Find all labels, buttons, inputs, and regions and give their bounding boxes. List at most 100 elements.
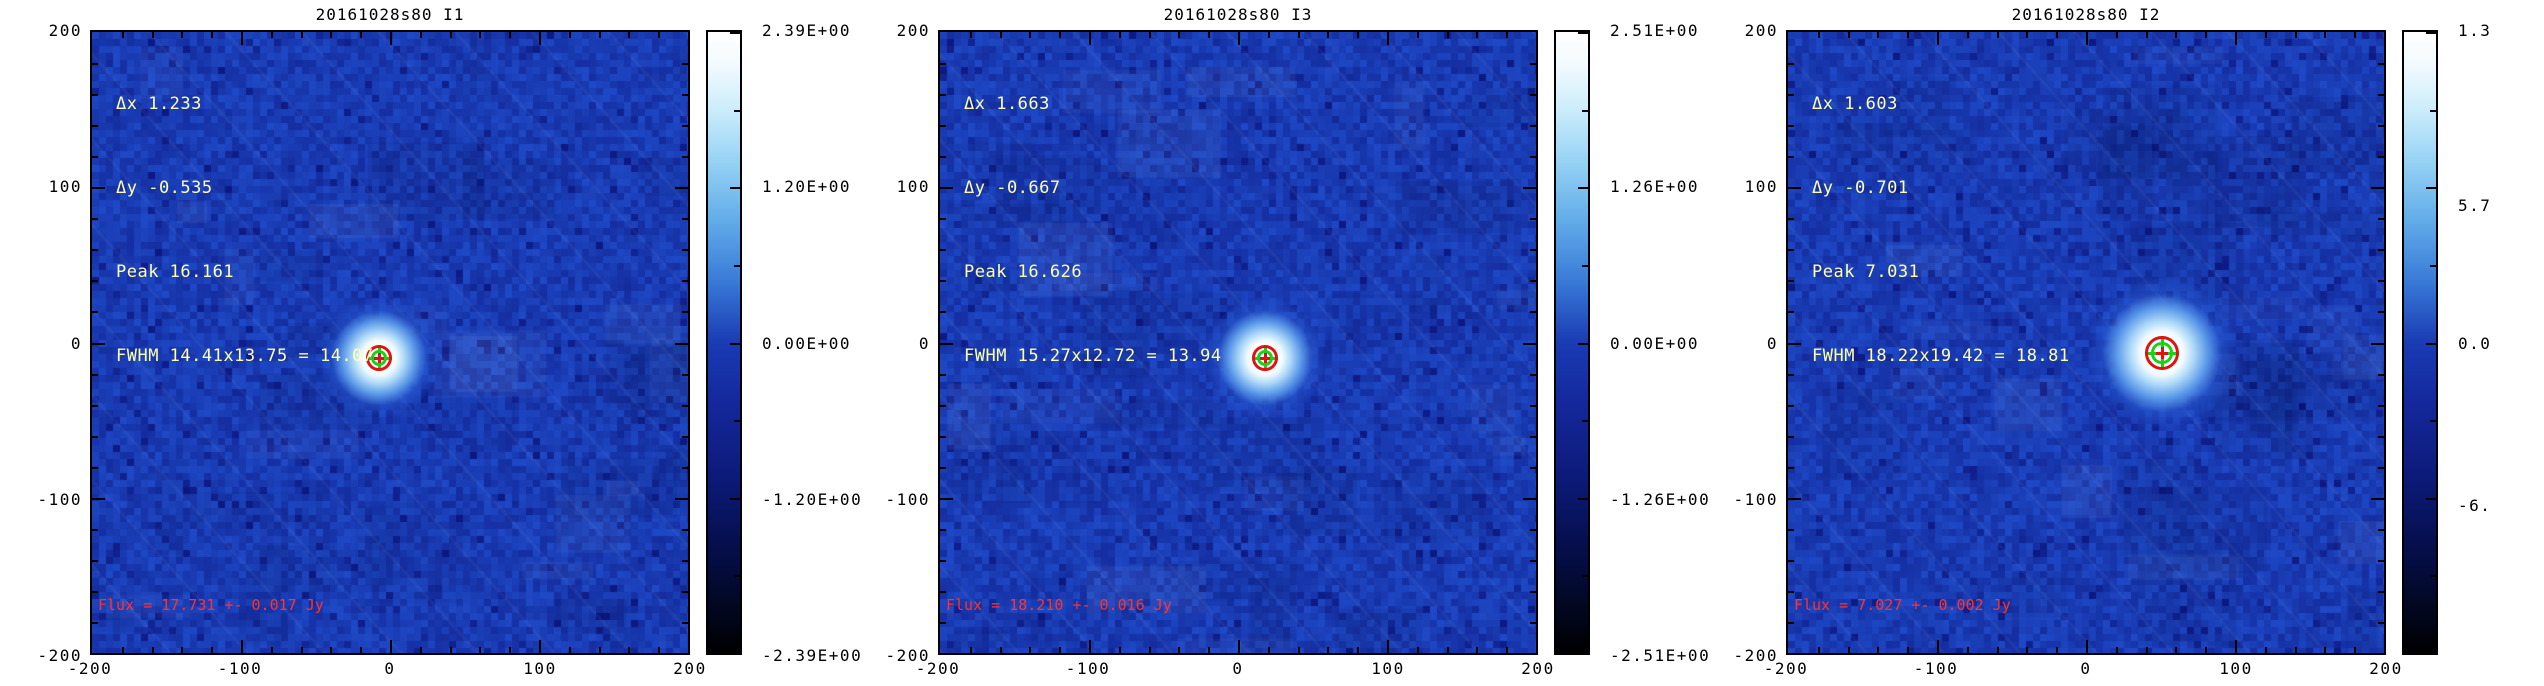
tick-mark [1907, 32, 1909, 38]
tick-mark [2295, 32, 2297, 38]
tick-mark [2205, 647, 2207, 653]
tick-mark [1530, 156, 1536, 158]
tick-mark [1523, 343, 1536, 345]
tick-mark [2175, 647, 2177, 653]
tick-mark [1327, 32, 1329, 38]
tick-mark [682, 467, 688, 469]
tick-mark [1178, 647, 1180, 653]
y-axis-tick-label: 0 [1696, 334, 1778, 352]
tick-mark [1530, 436, 1536, 438]
tick-mark [940, 622, 946, 624]
tick-mark [1476, 647, 1478, 653]
tick-mark [92, 343, 105, 345]
flux-line: Flux = 17.731 +- 0.017 Jy [98, 592, 405, 619]
y-axis-tick-label: 200 [0, 21, 82, 39]
tick-mark [682, 591, 688, 593]
red-center-cross-v [1264, 353, 1267, 363]
x-axis-tick-label: 200 [2346, 659, 2426, 677]
tick-mark [940, 467, 946, 469]
tick-mark [92, 311, 98, 313]
tick-mark [1506, 32, 1508, 38]
colorbar-tick-mark [1578, 187, 1588, 189]
tick-mark [450, 32, 452, 38]
tick-mark [2116, 32, 2118, 38]
tick-mark [92, 280, 98, 282]
y-axis-tick-label: 0 [848, 334, 930, 352]
tick-mark [2265, 647, 2267, 653]
stat-line: FWHM 14.41x13.75 = 14.07 [116, 342, 374, 370]
tick-mark [940, 218, 946, 220]
tick-mark [1788, 343, 1801, 345]
tick-mark [92, 94, 98, 96]
tick-mark [1788, 94, 1794, 96]
x-axis-tick-label: -200 [1746, 659, 1826, 677]
stat-line: FWHM 18.22x19.42 = 18.81 [1812, 342, 2070, 370]
tick-mark [1523, 498, 1536, 500]
tick-mark [940, 311, 946, 313]
stat-line: Δy -0.535 [116, 174, 374, 202]
tick-mark [2324, 32, 2326, 38]
tick-mark [940, 591, 946, 593]
tick-mark [92, 187, 105, 189]
tick-mark [1788, 498, 1801, 500]
colorbar [706, 30, 742, 655]
tick-mark [2378, 94, 2384, 96]
tick-mark [682, 156, 688, 158]
tick-mark [940, 63, 946, 65]
tick-mark [1357, 32, 1359, 38]
tick-mark [1530, 125, 1536, 127]
tick-mark [1788, 560, 1794, 562]
colorbar [1554, 30, 1590, 655]
tick-mark [1089, 32, 1091, 45]
tick-mark [1788, 125, 1794, 127]
tick-mark [1327, 647, 1329, 653]
tick-mark [940, 125, 946, 127]
y-axis-tick-label: -100 [848, 490, 930, 508]
tick-mark [2056, 32, 2058, 38]
tick-mark [682, 622, 688, 624]
tick-mark [2086, 32, 2088, 45]
tick-mark [940, 249, 946, 251]
tick-mark [1238, 32, 1240, 45]
tick-mark [940, 560, 946, 562]
tick-mark [682, 249, 688, 251]
tick-mark [92, 467, 98, 469]
tick-mark [1059, 647, 1061, 653]
image-panel-2: 20161028s80 I3 Δx 1.663 Δy -0.667 Peak 1… [848, 0, 1696, 686]
tick-mark [1788, 467, 1794, 469]
image-panel-3: 20161028s80 I2 Δx 1.603 Δy -0.701 Peak 7… [1696, 0, 2544, 686]
tick-mark [1530, 622, 1536, 624]
y-axis-tick-label: 0 [0, 334, 82, 352]
tick-mark [1997, 647, 1999, 653]
tick-mark [1788, 156, 1794, 158]
tick-mark [1848, 32, 1850, 38]
tick-mark [628, 647, 630, 653]
tick-mark [92, 249, 98, 251]
tick-mark [301, 32, 303, 38]
tick-mark [1530, 591, 1536, 593]
tick-mark [1997, 32, 1999, 38]
tick-mark [2371, 187, 2384, 189]
tick-mark [92, 622, 98, 624]
colorbar-tick-mark [1582, 265, 1588, 267]
colorbar-tick-mark [730, 651, 740, 653]
colorbar-tick-mark [2430, 575, 2436, 577]
colorbar-tick-mark [2426, 187, 2436, 189]
tick-mark [271, 32, 273, 38]
tick-mark [1149, 647, 1151, 653]
tick-mark [2146, 32, 2148, 38]
tick-mark [2265, 32, 2267, 38]
tick-mark [2235, 640, 2237, 653]
fit-stats: Δx 1.663 Δy -0.667 Peak 16.626 FWHM 15.2… [964, 34, 1222, 426]
stat-line: Δx 1.233 [116, 90, 374, 118]
tick-mark [152, 32, 154, 38]
colorbar-tick-mark [1578, 343, 1588, 345]
tick-mark [539, 32, 541, 45]
tick-mark [675, 343, 688, 345]
tick-mark [1387, 640, 1389, 653]
tick-mark [1788, 311, 1794, 313]
tick-mark [1788, 622, 1794, 624]
tick-mark [1530, 280, 1536, 282]
y-axis-tick-label: -100 [1696, 490, 1778, 508]
tick-mark [122, 647, 124, 653]
